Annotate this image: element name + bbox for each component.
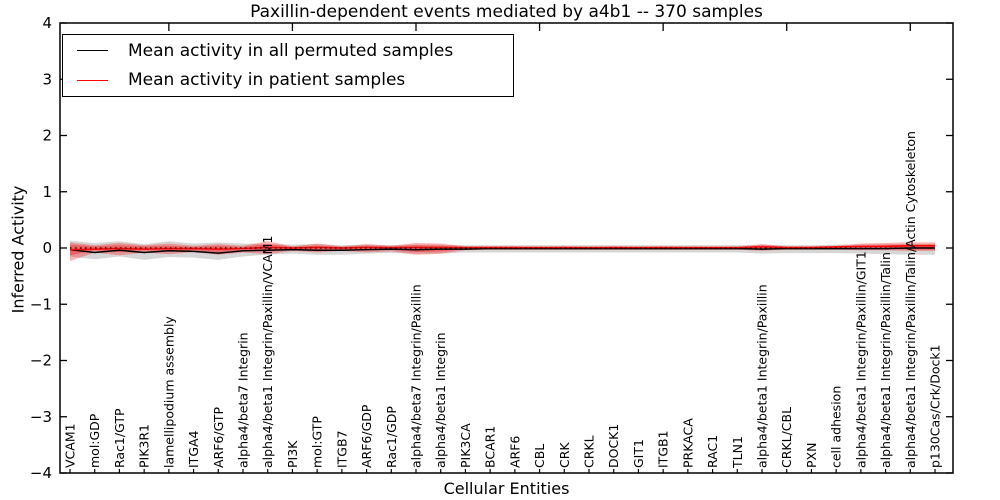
band-0 (70, 240, 935, 260)
x-tick-label: p130Cas/Crk/Dock1 (928, 344, 943, 468)
x-tick-label: DOCK1 (606, 424, 621, 468)
legend-item-patient: Mean activity in patient samples (63, 66, 513, 94)
x-tick-label: GIT1 (631, 439, 646, 468)
y-tick-label: −4 (30, 464, 52, 482)
x-tick-label: lamellipodium assembly (161, 316, 176, 468)
legend-label: Mean activity in patient samples (128, 70, 406, 91)
patient-line-swatch (77, 79, 108, 81)
x-tick-label: CRKL (582, 435, 597, 468)
chart-title: Paxillin-dependent events mediated by a4… (250, 2, 763, 22)
legend: Mean activity in all permuted samples Me… (62, 34, 514, 97)
x-tick-label: mol:GTP (310, 416, 325, 468)
x-tick-label: RAC1 (705, 435, 720, 468)
y-tick-label: 4 (42, 14, 52, 32)
legend-item-permuted: Mean activity in all permuted samples (63, 37, 513, 65)
x-tick-label: alpha4/beta1 Integrin (433, 332, 448, 468)
x-tick-label: TLN1 (730, 436, 745, 469)
x-tick-label: alpha4/beta1 Integrin/Paxillin/Talin/Act… (903, 131, 918, 468)
x-tick-label: ARF6/GDP (359, 404, 374, 468)
x-tick-label: cell adhesion (829, 386, 844, 468)
x-tick-label: alpha4/beta1 Integrin/Paxillin (755, 284, 770, 468)
y-tick-label: −2 (30, 352, 52, 370)
x-tick-label: ITGA4 (186, 430, 201, 468)
y-tick-label: −3 (30, 408, 52, 426)
x-tick-label: alpha4/beta7 Integrin (236, 332, 251, 468)
x-tick-label: ARF6 (507, 436, 522, 468)
x-tick-label: BCAR1 (483, 426, 498, 468)
x-tick-label: PXN (804, 443, 819, 468)
y-tick-label: 1 (42, 183, 52, 201)
x-tick-label: VCAM1 (63, 423, 78, 468)
y-tick-label: 0 (42, 239, 52, 257)
x-tick-label: PIK3CA (458, 423, 473, 468)
x-tick-label: PRKACA (680, 418, 695, 468)
band-2 (70, 244, 935, 256)
x-tick-label: alpha4/beta1 Integrin/Paxillin/GIT1 (853, 251, 868, 468)
x-tick-label: alpha4/beta1 Integrin/Paxillin/VCAM1 (260, 236, 275, 468)
x-tick-label: PI3K (285, 440, 300, 468)
x-tick-label: alpha4/beta7 Integrin/Paxillin (409, 284, 424, 468)
legend-label: Mean activity in all permuted samples (128, 40, 454, 61)
y-axis-label: Inferred Activity (8, 185, 28, 314)
x-tick-label: CRK (557, 442, 572, 468)
permuted-line-swatch (77, 50, 108, 52)
x-tick-label: CRKL/CBL (779, 407, 794, 468)
x-tick-label: ITGB1 (656, 430, 671, 468)
y-tick-label: 2 (42, 127, 52, 145)
y-tick-label: −1 (30, 295, 52, 313)
x-tick-label: CBL (532, 444, 547, 468)
x-tick-label: alpha4/beta1 Integrin/Paxillin/Talin (878, 252, 893, 468)
x-tick-label: Rac1/GDP (384, 406, 399, 468)
x-tick-label: Rac1/GTP (112, 408, 127, 468)
y-tick-label: 3 (42, 70, 52, 88)
x-tick-label: mol:GDP (87, 413, 102, 468)
x-axis-label: Cellular Entities (443, 479, 570, 498)
band-1 (70, 241, 935, 261)
x-tick-label: ARF6/GTP (211, 407, 226, 468)
x-tick-label: PIK3R1 (137, 424, 152, 468)
x-tick-label: ITGB7 (334, 430, 349, 468)
